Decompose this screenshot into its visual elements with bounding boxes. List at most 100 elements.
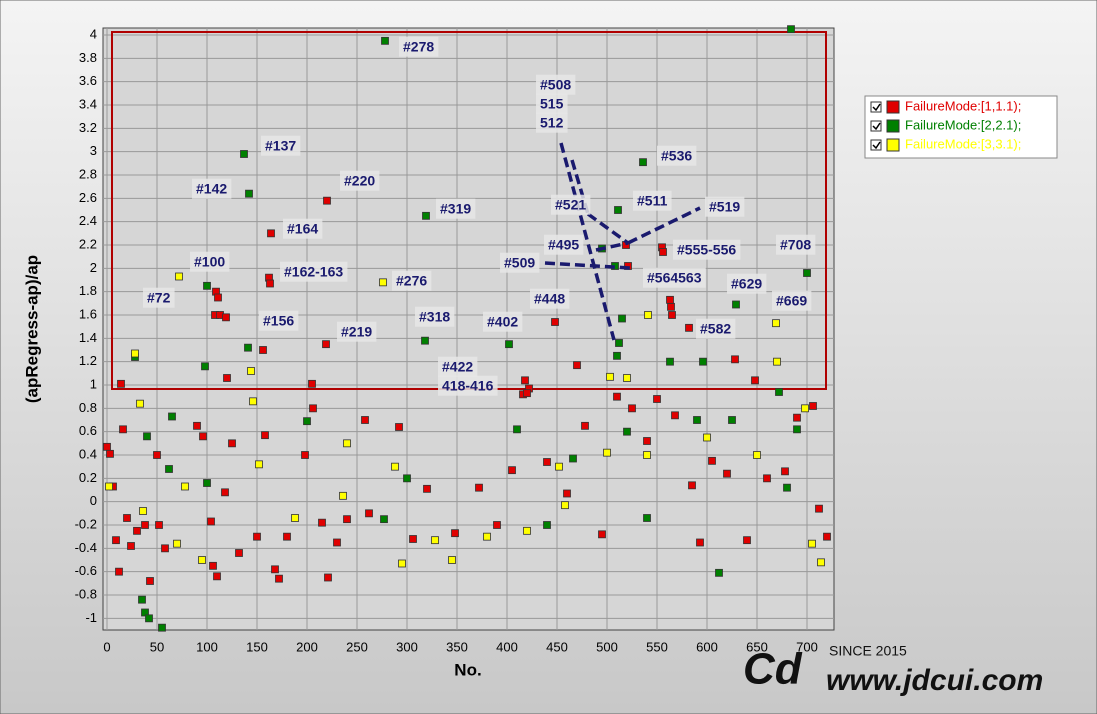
- annotation-bg: [727, 273, 767, 294]
- legend-swatch: [886, 119, 900, 133]
- point: [203, 479, 211, 487]
- y-tick-label: 0.6: [79, 423, 97, 438]
- point: [271, 565, 279, 574]
- y-tick-label: 1.8: [79, 283, 97, 298]
- y-axis-label: (apRegress-ap)/ap: [22, 255, 41, 403]
- point: [581, 421, 589, 430]
- legend-label: FailureMode:[1,1.1);: [905, 98, 1021, 113]
- annotation: #508: [540, 77, 571, 93]
- point: [693, 416, 701, 424]
- x-tick-label: 700: [796, 639, 818, 654]
- point: [119, 425, 127, 434]
- y-tick-label: 0.2: [79, 470, 97, 485]
- y-tick-label: -0.4: [75, 540, 97, 555]
- point: [772, 319, 780, 328]
- point: [309, 404, 317, 413]
- points: [103, 25, 831, 632]
- point: [731, 355, 739, 364]
- point: [146, 577, 154, 585]
- point: [240, 150, 248, 158]
- x-tick-label: 250: [346, 639, 368, 654]
- annotation-bg: [399, 36, 439, 57]
- point: [181, 482, 189, 491]
- annotation-bg: [544, 234, 584, 255]
- point: [143, 432, 151, 441]
- leader-line: [627, 206, 701, 245]
- point: [324, 573, 332, 582]
- annotation: #536: [661, 148, 692, 164]
- point: [301, 451, 309, 459]
- annotations: #278 #137 #142 #220 #319 #164 #100 #162-163 #276…: [143, 36, 816, 396]
- point: [165, 465, 173, 473]
- point: [696, 538, 704, 547]
- y-tick-label: 2.8: [79, 166, 97, 181]
- point: [266, 279, 274, 288]
- annotation-bg: [500, 252, 540, 273]
- point: [275, 574, 283, 583]
- annotation: 515: [540, 96, 564, 112]
- point: [667, 302, 675, 311]
- point: [653, 395, 661, 403]
- y-tick-label: 2: [90, 260, 97, 275]
- point: [598, 530, 606, 539]
- grid: -1 -0.8 -0.6 -0.4 -0.2 0 0.2 0.4 0.6 0.8 1 1.2 1.4 1.…: [75, 26, 834, 654]
- annotation: #519: [709, 199, 740, 215]
- point: [221, 488, 229, 497]
- y-tick-label: 0: [90, 493, 97, 508]
- point: [623, 374, 631, 382]
- y-tick-label: 0.4: [79, 446, 97, 461]
- point: [644, 311, 652, 319]
- point: [708, 456, 716, 465]
- point: [228, 439, 236, 448]
- point: [643, 514, 651, 522]
- annotation-bg: [536, 112, 568, 133]
- point: [105, 482, 113, 491]
- x-tick-label: 350: [446, 639, 468, 654]
- leader-line: [586, 212, 630, 245]
- x-tick-label: 600: [696, 639, 718, 654]
- point: [431, 536, 439, 545]
- point: [283, 532, 291, 541]
- point: [723, 469, 731, 478]
- legend-checkbox: [870, 120, 882, 132]
- point: [153, 451, 161, 459]
- y-tick-label: 3: [90, 143, 97, 158]
- annotation: #555-556: [677, 242, 736, 258]
- point: [106, 449, 114, 458]
- point: [361, 416, 369, 424]
- point: [155, 521, 163, 529]
- point: [139, 507, 147, 515]
- annotation-bg: [657, 145, 697, 166]
- annotation-bg: [438, 356, 478, 377]
- point: [245, 189, 253, 198]
- x-tick-label: 100: [196, 639, 218, 654]
- annotation: 512: [540, 115, 564, 131]
- legend-checkbox: [870, 139, 882, 151]
- annotation-bg: [536, 74, 576, 95]
- point: [787, 25, 795, 34]
- point: [323, 196, 331, 205]
- annotation-bg: [190, 251, 230, 272]
- y-tick-label: 3.2: [79, 120, 97, 135]
- y-tick-label: -0.8: [75, 586, 97, 601]
- point: [618, 314, 626, 323]
- annotation: #319: [440, 201, 471, 217]
- point: [343, 439, 351, 448]
- annotation: #220: [344, 173, 375, 189]
- annotation-bg: [633, 190, 672, 211]
- annotation: #564563: [647, 270, 702, 286]
- point: [423, 484, 431, 493]
- annotation: 418-416: [442, 378, 494, 394]
- x-tick-label: 500: [596, 639, 618, 654]
- point: [561, 501, 569, 510]
- point: [666, 295, 674, 304]
- point: [381, 36, 389, 45]
- annotation-bg: [696, 318, 736, 339]
- point: [793, 425, 801, 434]
- point: [803, 269, 811, 277]
- point: [823, 532, 831, 541]
- point: [613, 392, 621, 401]
- point: [207, 517, 215, 526]
- annotation-bg: [438, 375, 498, 396]
- y-tick-label: 3.8: [79, 50, 97, 65]
